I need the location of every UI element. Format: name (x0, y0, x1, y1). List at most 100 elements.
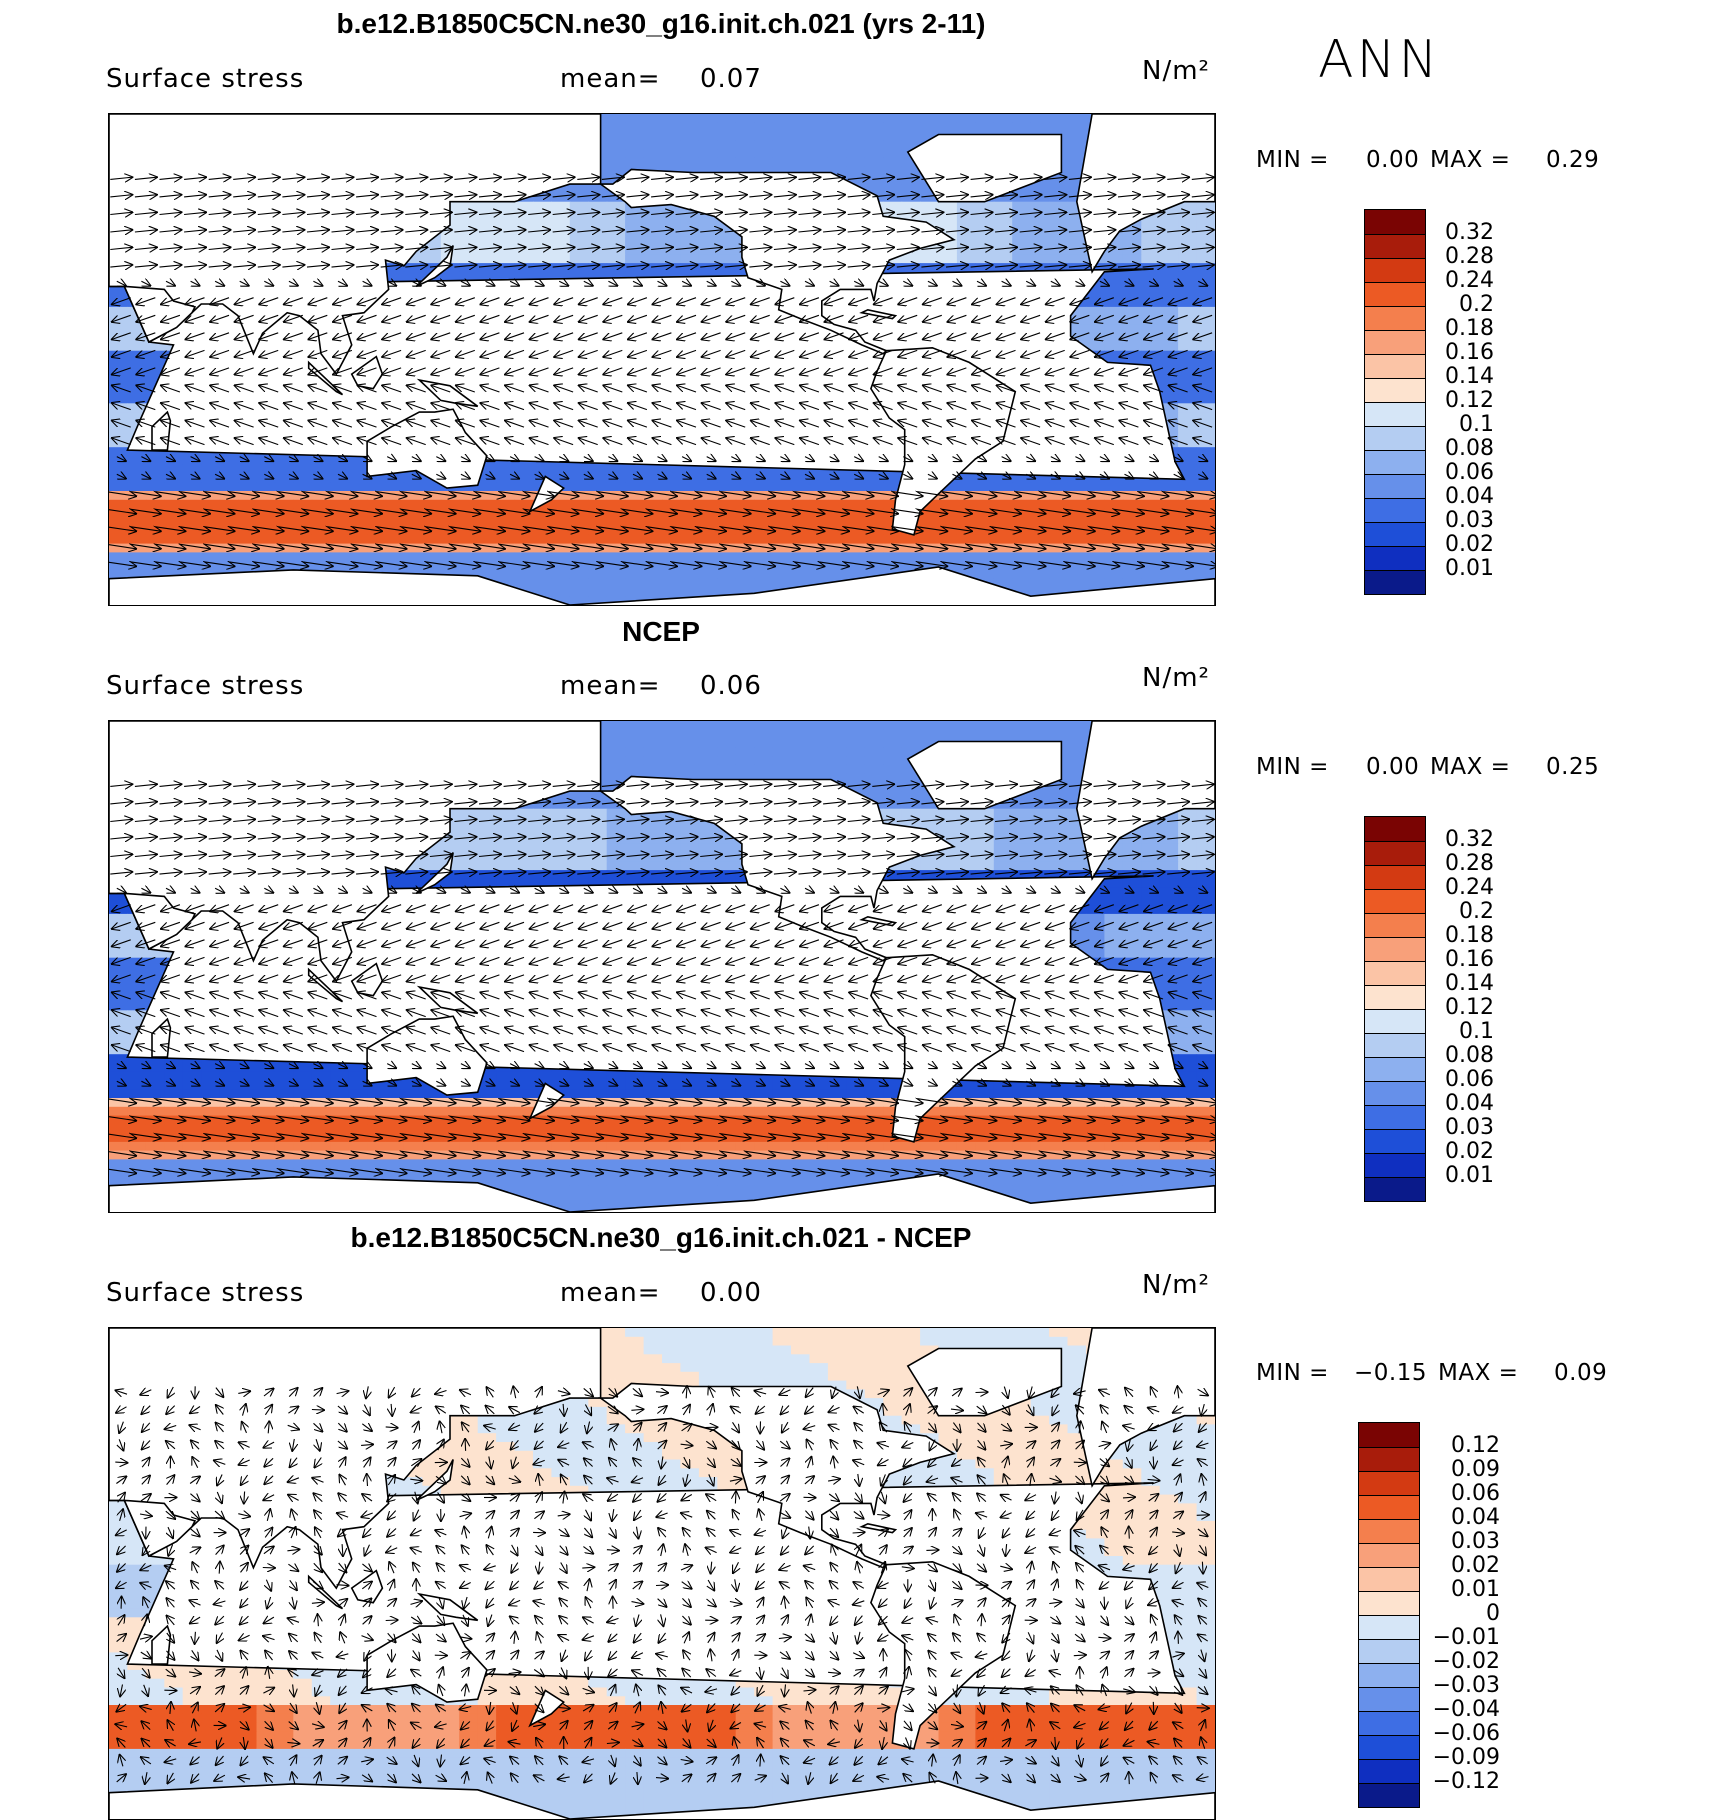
field-cell (1141, 254, 1161, 264)
field-cell (993, 254, 1013, 264)
field-cell (256, 517, 276, 527)
field-cell (533, 534, 552, 545)
field-cell (533, 569, 552, 580)
field-cell (662, 517, 681, 527)
stress-vector (724, 195, 747, 197)
field-cell (109, 447, 128, 457)
field-cell (127, 552, 147, 562)
field-cell (127, 455, 147, 466)
field-cell (993, 526, 1013, 536)
field-cell (1067, 526, 1087, 536)
field-cell (920, 499, 940, 510)
field-cell (1049, 184, 1069, 194)
field-cell (127, 517, 147, 527)
field-cell (864, 499, 884, 510)
field-cell (662, 254, 681, 264)
field-cell (533, 561, 552, 571)
field-cell (1141, 552, 1161, 562)
stress-vector (233, 212, 255, 214)
field-cell (1159, 517, 1179, 527)
stress-vector (454, 212, 476, 214)
field-cell (569, 254, 589, 264)
field-cell (1122, 578, 1142, 589)
field-cell (477, 210, 497, 220)
field-cell (735, 140, 755, 150)
field-cell (1122, 333, 1142, 343)
field-cell (459, 534, 479, 545)
field-cell (440, 517, 460, 527)
colorbar-swatch (1365, 546, 1425, 570)
field-cell (1141, 499, 1161, 510)
field-cell (662, 122, 681, 133)
field-cell (1067, 175, 1087, 185)
field-cell (256, 499, 276, 510)
field-cell (993, 236, 1013, 247)
field-cell (846, 534, 866, 545)
field-cell (403, 482, 423, 492)
field-cell (1196, 350, 1215, 361)
stress-vector (872, 230, 894, 232)
field-cell (993, 534, 1013, 545)
field-cell (606, 561, 626, 571)
field-cell (109, 377, 128, 387)
field-cell (496, 499, 516, 510)
field-cell (1159, 412, 1179, 422)
stress-vector (405, 195, 427, 197)
stress-vector (921, 212, 943, 214)
stress-vector (306, 177, 329, 179)
field-cell (717, 228, 737, 238)
field-cell (735, 114, 755, 124)
stress-vector (1019, 195, 1042, 197)
field-cell (606, 131, 626, 141)
field-cell (1104, 254, 1124, 264)
field-cell (791, 131, 810, 141)
stress-vector (331, 212, 354, 214)
field-cell (145, 499, 165, 510)
field-cell (109, 324, 128, 334)
field-cell (1067, 482, 1087, 492)
field-cell (754, 738, 774, 748)
field-cell (311, 499, 331, 510)
field-cell (772, 578, 792, 589)
field-cell (1030, 201, 1050, 212)
field-cell (164, 561, 184, 571)
field-cell (791, 149, 810, 159)
stress-vector (1019, 177, 1042, 179)
stress-vector (847, 247, 870, 249)
stress-vector (380, 230, 403, 232)
field-cell (938, 122, 958, 133)
field-cell (348, 455, 368, 466)
field-cell (827, 140, 847, 150)
field-cell (883, 157, 903, 168)
stress-vector (257, 195, 280, 197)
field-cell (164, 543, 184, 553)
field-cell (1178, 534, 1198, 545)
stress-vector (577, 212, 599, 214)
field-cell (791, 764, 810, 775)
field-cell (864, 140, 884, 150)
field-cell (459, 517, 479, 527)
stress-vector (405, 177, 427, 179)
field-cell (533, 508, 552, 518)
field-cell (956, 729, 976, 740)
field-cell (1067, 166, 1087, 176)
field-cell (477, 526, 497, 536)
field-cell (1086, 499, 1105, 510)
field-cell (1049, 561, 1069, 571)
field-cell (956, 122, 976, 133)
field-cell (698, 747, 718, 757)
stress-vector (700, 177, 722, 179)
field-cell (1196, 210, 1215, 220)
colorbar-tick-label: 0.02 (1445, 532, 1494, 557)
field-cell (422, 552, 442, 562)
field-cell (827, 569, 847, 580)
stress-vector (503, 212, 526, 214)
field-cell (717, 464, 737, 475)
field-cell (238, 491, 257, 501)
panel-title: NCEP (622, 616, 700, 647)
field-cell (348, 464, 368, 475)
field-cell (754, 157, 774, 168)
field-cell (643, 236, 663, 247)
field-cell (662, 552, 681, 562)
field-cell (440, 552, 460, 562)
